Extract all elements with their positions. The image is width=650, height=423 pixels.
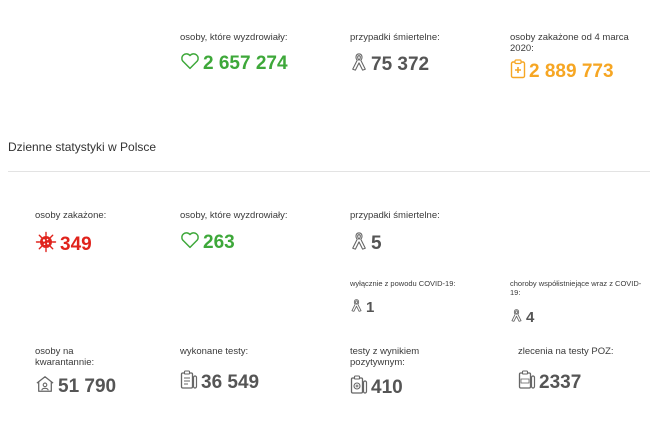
section-title: Dzienne statystyki w Polsce [8, 140, 157, 154]
poz-test-icon [518, 370, 536, 396]
quarantine-stat: osoby na kwarantannie: 51 790 [35, 346, 155, 399]
daily-recovered-stat: osoby, które wyzdrowiały: 263 [180, 210, 330, 255]
total-infected-value: 2 889 773 [529, 61, 614, 82]
section-divider [8, 171, 650, 172]
deaths-covid-only-stat: wyłącznie z powodu COVID-19: 1 [350, 279, 490, 317]
total-recovered-label: osoby, które wyzdrowiały: [180, 32, 288, 43]
positive-tests-stat: testy z wynikiem pozytywnym: 410 [350, 346, 490, 401]
poz-orders-value: 2337 [539, 372, 582, 393]
total-deaths-stat: przypadki śmiertelne: 75 372 [350, 32, 490, 78]
total-deaths-value: 75 372 [371, 54, 430, 75]
daily-deaths-stat: przypadki śmiertelne: 5 [350, 210, 500, 257]
deaths-covid-only-label: wyłącznie z powodu COVID-19: [350, 279, 456, 288]
total-infected-stat: osoby zakażone od 4 marca 2020: 2 889 77… [510, 32, 645, 85]
poz-orders-label: zlecenia na testy POZ: [518, 346, 614, 357]
daily-deaths-label: przypadki śmiertelne: [350, 210, 440, 221]
house-icon [35, 375, 55, 399]
tests-stat: wykonane testy: 36 549 [180, 346, 330, 396]
virus-icon [35, 231, 57, 259]
quarantine-label: osoby na kwarantannie: [35, 346, 95, 368]
total-infected-label: osoby zakażone od 4 marca 2020: [510, 32, 629, 54]
positive-tests-label: testy z wynikiem pozytywnym: [350, 346, 420, 368]
heart-icon [180, 231, 200, 255]
deaths-comorbid-value: 4 [526, 309, 535, 326]
ribbon-icon [350, 231, 368, 257]
positive-test-icon [350, 375, 368, 401]
quarantine-value: 51 790 [58, 376, 117, 397]
daily-deaths-value: 5 [371, 233, 382, 254]
total-recovered-stat: osoby, które wyzdrowiały: 2 657 274 [180, 32, 330, 76]
daily-infected-stat: osoby zakażone: 349 [35, 210, 165, 259]
deaths-comorbid-stat: choroby współistniejące wraz z COVID-19:… [510, 279, 645, 327]
medical-clipboard-icon [510, 59, 526, 85]
deaths-covid-only-value: 1 [366, 299, 375, 316]
total-recovered-value: 2 657 274 [203, 53, 288, 74]
total-deaths-label: przypadki śmiertelne: [350, 32, 440, 43]
test-clipboard-icon [180, 370, 198, 396]
daily-infected-value: 349 [60, 234, 92, 255]
daily-infected-label: osoby zakażone: [35, 210, 107, 221]
daily-recovered-label: osoby, które wyzdrowiały: [180, 210, 288, 221]
ribbon-icon [510, 308, 523, 327]
daily-recovered-value: 263 [203, 232, 235, 253]
ribbon-icon [350, 298, 363, 317]
heart-icon [180, 52, 200, 76]
poz-orders-stat: zlecenia na testy POZ: 2337 [518, 346, 648, 396]
tests-value: 36 549 [201, 372, 260, 393]
ribbon-icon [350, 52, 368, 78]
tests-label: wykonane testy: [180, 346, 249, 357]
positive-tests-value: 410 [371, 377, 403, 398]
deaths-comorbid-label: choroby współistniejące wraz z COVID-19: [510, 279, 642, 297]
